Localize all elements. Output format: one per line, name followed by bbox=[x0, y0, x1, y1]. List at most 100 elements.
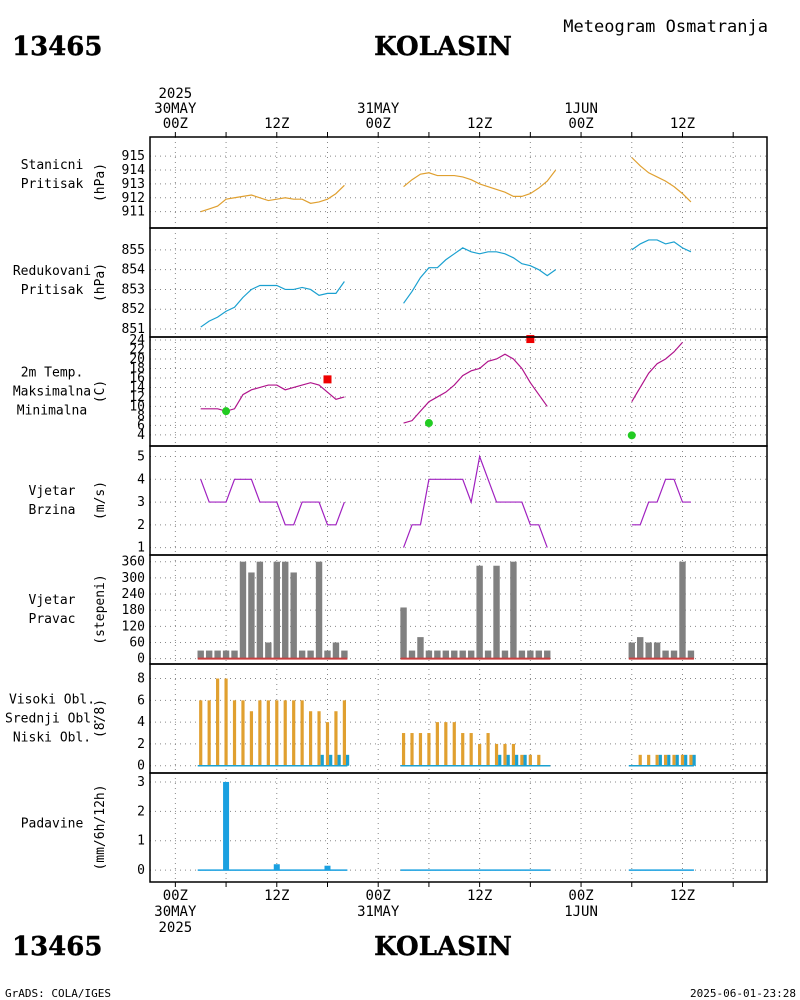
wind-dir-bar bbox=[417, 637, 424, 659]
low-cloud-bar bbox=[452, 722, 456, 766]
low-cloud-bar bbox=[275, 700, 279, 766]
wind-dir-bar bbox=[670, 650, 678, 659]
time-label-bottom: 1JUN bbox=[564, 904, 598, 920]
low-cloud-bar bbox=[486, 733, 490, 766]
panel-frame bbox=[149, 445, 768, 556]
wind-dir-bar bbox=[510, 561, 517, 659]
low-cloud-bar bbox=[494, 743, 499, 766]
mid-cloud-bar bbox=[320, 754, 324, 766]
low-cloud-bar bbox=[444, 722, 448, 766]
wind-dir-bar bbox=[442, 650, 450, 659]
y-tick-label: 3 bbox=[137, 495, 145, 510]
credit-text: GrADS: COLA/IGES bbox=[5, 987, 111, 1000]
panel-label: Visoki Obl. bbox=[9, 693, 95, 708]
y-tick-label: 0 bbox=[137, 759, 145, 774]
low-cloud-bar bbox=[300, 700, 304, 766]
low-cloud-bar bbox=[308, 711, 313, 766]
low-cloud-bar bbox=[528, 754, 532, 766]
y-tick-label: 10 bbox=[129, 399, 145, 414]
y-tick-label: 1 bbox=[137, 834, 145, 849]
mid-cloud-bar bbox=[667, 754, 671, 766]
time-label-top: 12Z bbox=[467, 116, 492, 132]
product-title: Meteogram Osmatranja bbox=[563, 17, 768, 37]
low-cloud-bar bbox=[258, 700, 262, 766]
low-cloud-bar bbox=[503, 743, 507, 766]
panel-precipitation: 0 1 2 3 (mm/6h/12h) Padavine bbox=[21, 772, 768, 883]
low-cloud-bar bbox=[427, 733, 431, 766]
y-tick-label: 6 bbox=[137, 418, 145, 433]
panel-reduced-pressure: 851 852 853 854 855 (hPa)Redukovani Pritisak bbox=[13, 227, 768, 338]
low-cloud-bar bbox=[325, 722, 330, 766]
tmin-marker bbox=[627, 431, 636, 440]
wind-dir-bar bbox=[653, 642, 661, 659]
series-line bbox=[631, 478, 691, 526]
tmax-marker bbox=[323, 375, 332, 384]
y-axis-label: (mm/6h/12h) bbox=[93, 784, 108, 870]
mid-cloud-bar bbox=[506, 754, 510, 766]
y-tick-label: 2 bbox=[137, 737, 145, 752]
low-cloud-bar bbox=[511, 743, 516, 766]
panel-label: Pritisak bbox=[21, 177, 84, 192]
low-cloud-bar bbox=[207, 700, 211, 766]
panel-frame bbox=[149, 772, 768, 883]
time-label-top: 12Z bbox=[670, 116, 695, 132]
mid-cloud-bar bbox=[692, 754, 696, 766]
wind-dir-bar bbox=[493, 565, 500, 659]
low-cloud-bar bbox=[461, 733, 465, 766]
wind-dir-bar bbox=[476, 565, 483, 659]
low-cloud-bar bbox=[283, 700, 287, 766]
low-cloud-bar bbox=[672, 754, 676, 766]
series-line bbox=[631, 239, 692, 253]
wind-dir-bar bbox=[341, 650, 348, 659]
y-tick-label: 2 bbox=[137, 518, 145, 533]
time-label-top: 1JUN bbox=[564, 101, 598, 117]
y-tick-label: 855 bbox=[122, 243, 145, 258]
wind-dir-bar bbox=[290, 572, 297, 659]
wind-dir-bar bbox=[637, 637, 644, 659]
mid-cloud-bar bbox=[523, 754, 527, 766]
wind-dir-bar bbox=[408, 650, 416, 659]
y-tick-label: 8 bbox=[137, 409, 145, 424]
time-label-bottom: 2025 bbox=[158, 920, 192, 936]
series-line bbox=[631, 157, 692, 203]
wind-dir-bar bbox=[332, 642, 340, 659]
y-tick-label: 0 bbox=[137, 652, 145, 667]
panel-frame bbox=[149, 136, 768, 229]
wind-dir-bar bbox=[467, 650, 475, 659]
y-tick-label: 120 bbox=[122, 619, 145, 634]
panel-wind-speed: 1 2 3 4 5 (m/s) Vjetar Brzina bbox=[29, 445, 768, 556]
time-label-bottom: 00Z bbox=[163, 888, 188, 904]
time-label-top: 2025 bbox=[158, 86, 192, 102]
panel-label: Srednji Obl. bbox=[5, 712, 99, 727]
y-tick-label: 6 bbox=[137, 693, 145, 708]
y-axis-label: (hPa) bbox=[93, 263, 108, 302]
y-tick-label: 180 bbox=[122, 603, 145, 618]
wind-dir-bar bbox=[687, 650, 695, 659]
low-cloud-bar bbox=[418, 733, 423, 766]
series-line bbox=[200, 382, 345, 412]
low-cloud-bar bbox=[216, 678, 220, 766]
y-tick-label: 911 bbox=[122, 205, 145, 220]
panel-label: Minimalna bbox=[17, 404, 87, 419]
low-cloud-bar bbox=[401, 733, 406, 766]
precip-bar bbox=[223, 781, 230, 871]
wind-dir-bar bbox=[400, 607, 407, 659]
mid-cloud-bar bbox=[515, 754, 519, 766]
time-label-bottom: 31MAY bbox=[357, 904, 400, 920]
y-axis-label: (stepeni) bbox=[93, 574, 108, 644]
time-label-bottom: 00Z bbox=[366, 888, 391, 904]
panel-cloud-cover: 0 2 4 6 8 (8/8)Visoki Obl. Srednji Obl. Niski O… bbox=[5, 663, 768, 774]
series-line bbox=[200, 281, 345, 328]
y-tick-label: 3 bbox=[137, 775, 145, 790]
wind-dir-bar bbox=[315, 561, 323, 659]
wind-dir-bar bbox=[256, 561, 264, 659]
series-line bbox=[200, 184, 345, 213]
mid-cloud-bar bbox=[658, 754, 662, 766]
time-label-top: 12Z bbox=[264, 116, 289, 132]
wind-dir-bar bbox=[628, 642, 635, 659]
time-label-bottom: 30MAY bbox=[154, 904, 197, 920]
